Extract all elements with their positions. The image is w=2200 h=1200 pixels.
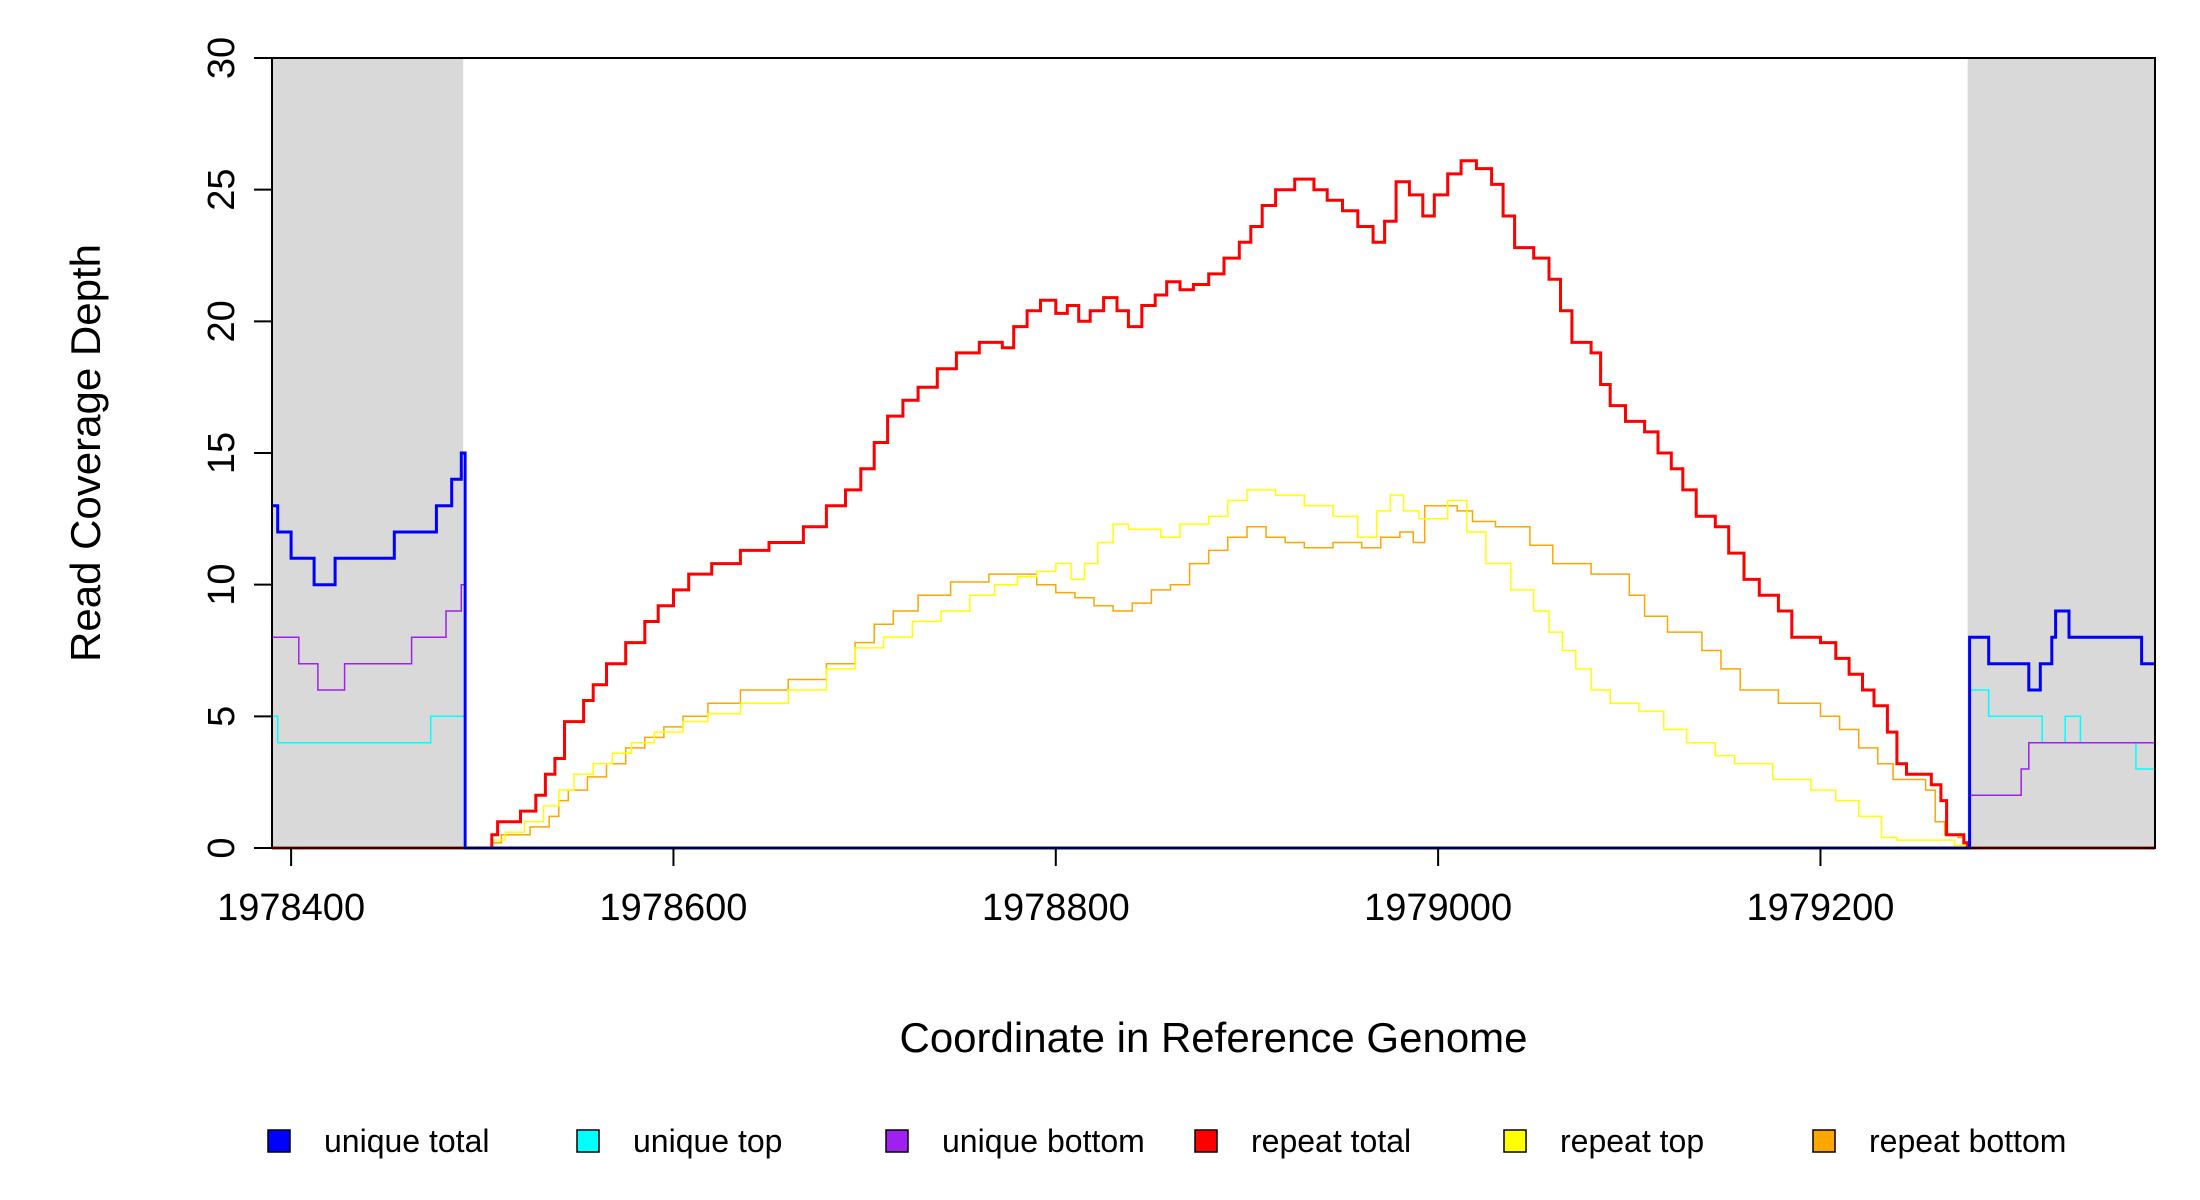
y-axis: 0 5 10 15 20 25 30 — [201, 37, 273, 859]
y-tick-label-4: 20 — [201, 300, 243, 342]
legend-label-2: unique bottom — [942, 1123, 1145, 1159]
shaded-region-0 — [272, 58, 464, 848]
shaded-region-1 — [1967, 58, 2155, 848]
y-tick-label-1: 5 — [201, 706, 243, 727]
y-axis-title: Read Coverage Depth — [62, 244, 109, 662]
series-line-repeat-total — [272, 159, 2155, 850]
legend: unique total unique top unique bottom repea… — [267, 1123, 2066, 1159]
legend-swatch-3 — [1194, 1129, 1218, 1153]
legend-label-5: repeat bottom — [1869, 1123, 2066, 1159]
legend-label-3: repeat total — [1251, 1123, 1411, 1159]
y-tick-label-6: 30 — [201, 37, 243, 79]
legend-swatch-2 — [885, 1129, 909, 1153]
x-tick-label-2: 1978800 — [982, 887, 1130, 929]
legend-swatch-5 — [1812, 1129, 1836, 1153]
y-tick-label-0: 0 — [201, 837, 243, 858]
plot-frame — [271, 57, 2156, 849]
series-line-unique-total — [272, 451, 2155, 850]
legend-label-0: unique total — [324, 1123, 489, 1159]
legend-swatch-1 — [576, 1129, 600, 1153]
series-line-unique-top — [272, 689, 2155, 849]
y-tick-label-3: 15 — [201, 432, 243, 474]
x-tick-label-4: 1979200 — [1746, 887, 1894, 929]
legend-label-4: repeat top — [1560, 1123, 1704, 1159]
x-tick-label-0: 1978400 — [217, 887, 365, 929]
y-tick-label-2: 10 — [201, 564, 243, 606]
x-axis-title: Coordinate in Reference Genome — [899, 1014, 1527, 1061]
series-lines — [272, 159, 2155, 850]
y-tick-label-5: 25 — [201, 169, 243, 211]
x-axis: 1978400 1978600 1978800 1979000 1979200 — [217, 847, 1894, 929]
series-line-unique-bottom — [272, 583, 2155, 849]
legend-swatch-4 — [1503, 1129, 1527, 1153]
series-line-repeat-bottom — [272, 504, 2155, 849]
legend-label-1: unique top — [633, 1123, 782, 1159]
series-line-repeat-top — [272, 489, 2155, 849]
x-tick-label-1: 1978600 — [599, 887, 747, 929]
shaded-regions — [272, 58, 2155, 848]
legend-swatch-0 — [267, 1129, 291, 1153]
x-tick-label-3: 1979000 — [1364, 887, 1512, 929]
